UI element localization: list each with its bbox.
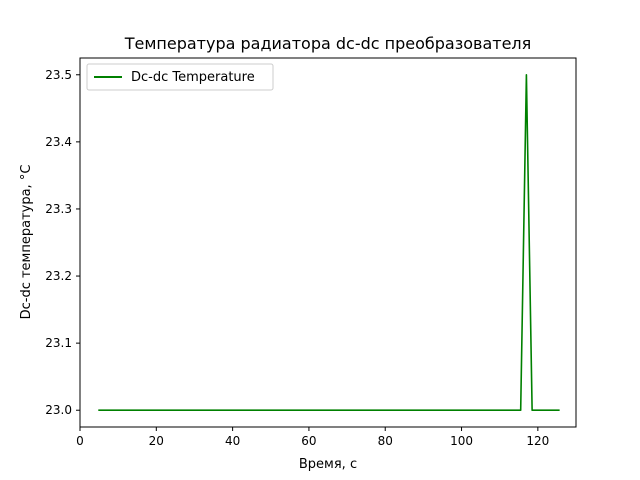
x-tick-label: 40 — [225, 434, 240, 448]
plot-area — [80, 58, 576, 427]
x-tick-label: 0 — [76, 434, 84, 448]
x-tick-label: 80 — [378, 434, 393, 448]
legend-label-dc-dc-temperature: Dc-dc Temperature — [131, 70, 255, 85]
legend: Dc-dc Temperature — [86, 63, 274, 91]
y-tick-label: 23.1 — [45, 336, 72, 350]
y-axis-title: Dc-dc температура, °C — [19, 165, 34, 320]
series-line-dc-dc-temperature — [98, 73, 560, 412]
y-tick-label: 23.2 — [45, 269, 72, 283]
y-tick-label: 23.3 — [45, 202, 72, 216]
y-axis-ticks: 23.0 23.1 23.2 23.3 23.4 23.5 — [45, 68, 80, 417]
y-tick-label: 23.5 — [45, 68, 72, 82]
chart-title: Температура радиатора dc-dc преобразоват… — [124, 34, 532, 53]
plot-frame — [79, 57, 577, 428]
x-tick-label: 20 — [149, 434, 164, 448]
x-tick-label: 60 — [301, 434, 316, 448]
x-axis-title: Время, с — [299, 457, 357, 472]
x-axis-ticks: 0 20 40 60 80 100 120 — [76, 427, 549, 448]
y-tick-label: 23.0 — [45, 403, 72, 417]
series-layer — [98, 73, 560, 412]
x-tick-label: 100 — [450, 434, 473, 448]
y-tick-label: 23.4 — [45, 135, 72, 149]
legend-box — [86, 63, 274, 91]
x-tick-label: 120 — [526, 434, 549, 448]
